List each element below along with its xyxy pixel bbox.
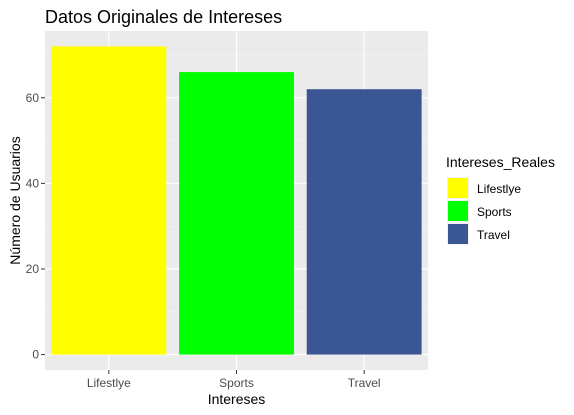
legend-swatch <box>448 201 468 221</box>
legend-label: Travel <box>477 228 510 242</box>
y-tick-label: 60 <box>26 91 40 105</box>
bar-sports <box>179 72 294 355</box>
x-tick-label: Sports <box>219 376 254 390</box>
legend-label: Lifestlye <box>477 182 521 196</box>
legend: Intereses_Reales Lifestlye Sports Travel <box>446 154 555 245</box>
x-axis-title: Intereses <box>208 391 266 407</box>
legend-label: Sports <box>477 205 512 219</box>
y-axis-title: Número de Usuarios <box>7 136 23 264</box>
bars <box>51 46 422 355</box>
y-tick-label: 40 <box>26 176 40 190</box>
x-axis-ticks: Lifestlye Sports Travel <box>87 370 381 390</box>
legend-title: Intereses_Reales <box>446 154 555 170</box>
x-tick-label: Lifestlye <box>87 376 131 390</box>
y-tick-label: 20 <box>26 262 40 276</box>
legend-swatch <box>448 224 468 244</box>
y-axis-ticks: 0 20 40 60 <box>26 91 45 362</box>
legend-entries: Lifestlye Sports Travel <box>447 177 521 245</box>
chart-title: Datos Originales de Intereses <box>45 7 282 27</box>
x-tick-label: Travel <box>348 376 381 390</box>
y-tick-label: 0 <box>32 348 39 362</box>
legend-swatch <box>448 178 468 198</box>
bar-travel <box>306 89 422 355</box>
bar-lifestlye <box>51 46 167 355</box>
